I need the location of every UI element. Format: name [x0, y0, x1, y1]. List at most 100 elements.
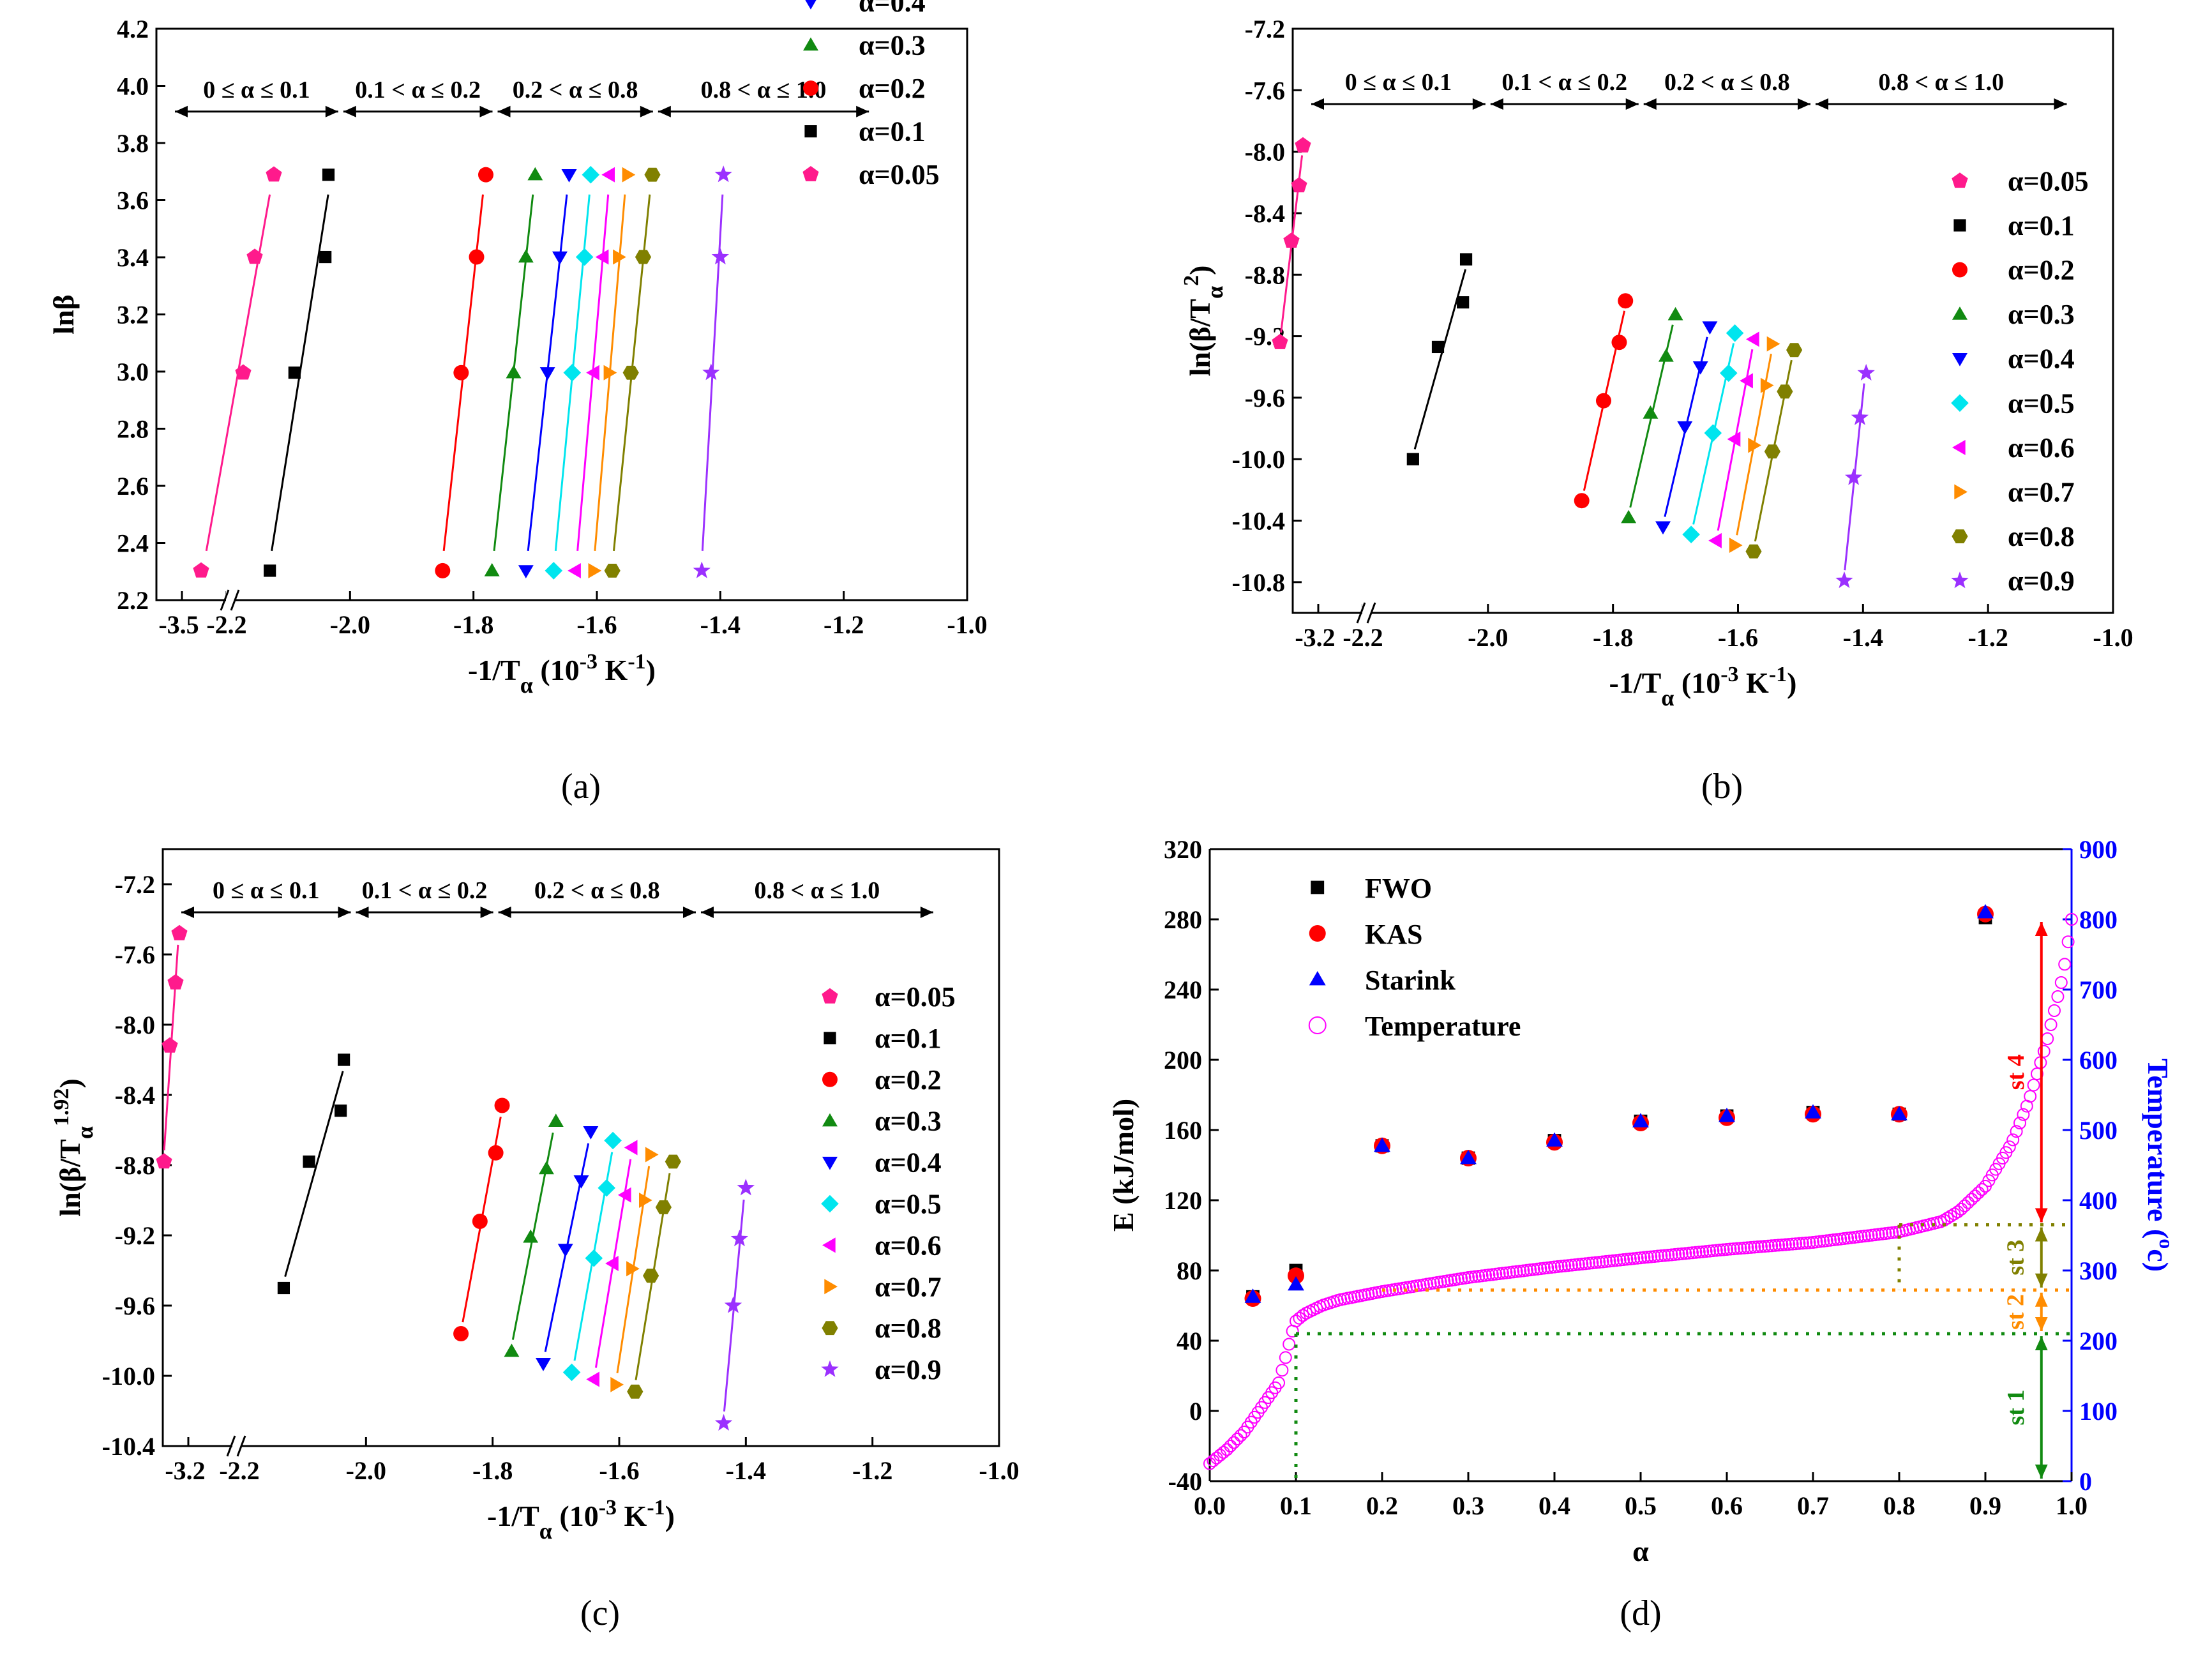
x-tick-label: -2.2	[206, 610, 246, 639]
y-axis-label: E (kJ/mol)	[1107, 1099, 1140, 1232]
y-tick-label: -8.0	[1245, 138, 1285, 167]
x-tick-label: -2.0	[1468, 623, 1508, 652]
temperature-point	[1692, 1246, 1706, 1259]
y-tick-label: -8.8	[115, 1151, 155, 1180]
temperature-point	[1679, 1247, 1692, 1260]
temperature-point	[1558, 1259, 1572, 1272]
region-arrow-head	[920, 907, 933, 918]
data-point	[1719, 1108, 1735, 1122]
label-part: ln(β/T	[54, 1139, 86, 1216]
region-arrow-head	[1816, 98, 1828, 110]
stage-arrow-head	[2035, 1227, 2048, 1242]
temperature-point	[1651, 1249, 1664, 1263]
y-tick-label: 120	[1164, 1186, 1202, 1215]
x-tick-label: -1.8	[472, 1456, 513, 1485]
region-arrow-head	[1798, 98, 1810, 110]
stage-arrow-head	[2035, 922, 2048, 936]
plot-frame	[162, 848, 1000, 1447]
temperature-point	[2027, 1078, 2040, 1092]
data-point	[639, 1193, 652, 1208]
data-point	[1682, 525, 1700, 543]
label-part: )	[646, 654, 656, 686]
legend-label: α=0.05	[859, 159, 940, 190]
y-tick-label: 320	[1164, 835, 1202, 864]
legend-marker	[803, 37, 818, 51]
x-tick-label: 0.6	[1711, 1491, 1743, 1520]
axis-break-mark	[1356, 602, 1366, 624]
legend-label: α=0.1	[2008, 210, 2075, 241]
x-axis-label: α	[1632, 1535, 1649, 1567]
data-point	[1835, 571, 1853, 589]
label-part: -3	[599, 1496, 617, 1519]
stage-label: st 1	[2003, 1390, 2029, 1426]
temperature-point	[1941, 1212, 1954, 1225]
y-tick-label: 2.4	[117, 529, 149, 558]
legend-label: α=0.4	[2008, 343, 2075, 375]
temperature-point	[1744, 1240, 1757, 1254]
temperature-point	[1234, 1429, 1247, 1442]
x-tick-label: 1.0	[2056, 1491, 2088, 1520]
y-tick-label: 3.6	[117, 186, 149, 215]
data-point	[1574, 493, 1590, 509]
legend-marker	[1952, 529, 1968, 543]
data-point	[1611, 335, 1627, 350]
temperature-point	[1296, 1309, 1309, 1322]
x-tick-label: -1.6	[599, 1456, 639, 1485]
temperature-point	[1610, 1254, 1623, 1267]
stage-arrow-head	[2035, 1465, 2048, 1479]
region-arrow-head	[700, 907, 714, 918]
y-tick-label: 3.8	[117, 129, 149, 158]
temperature-point	[2048, 1004, 2061, 1017]
data-point	[702, 363, 720, 381]
series-α=0.7: α=0.7	[610, 1147, 942, 1392]
data-point	[539, 367, 555, 381]
label-part: )	[665, 1500, 675, 1532]
temperature-point	[2006, 1133, 2020, 1147]
y-tick-label: -8.4	[115, 1081, 155, 1110]
legend-marker	[822, 1237, 836, 1253]
data-point	[1658, 348, 1674, 362]
data-point	[1727, 432, 1741, 447]
temperature-point	[1665, 1248, 1678, 1262]
y-tick-label: -9.6	[115, 1292, 155, 1320]
temperature-point	[1589, 1256, 1602, 1269]
temperature-point	[1217, 1445, 1230, 1459]
label-part: -3	[580, 650, 598, 674]
y-axis-label: ln(β/Tα2)	[1180, 266, 1228, 377]
temperature-point	[1617, 1253, 1630, 1267]
legend-marker	[802, 166, 819, 181]
data-point	[1766, 336, 1780, 352]
x-tick-label: -2.0	[346, 1456, 386, 1485]
data-point	[319, 250, 332, 264]
x-axis-label: -1/Tα (10-3 K-1)	[1609, 663, 1797, 711]
data-point	[1777, 384, 1793, 399]
temperature-point	[1655, 1249, 1668, 1263]
region-arrow-head	[1490, 98, 1503, 110]
region-arrow-head	[325, 105, 338, 117]
temperature-point	[1713, 1244, 1727, 1257]
data-point	[494, 1097, 510, 1113]
fit-line	[284, 1071, 344, 1277]
temperature-point	[1955, 1202, 1968, 1216]
data-point	[588, 563, 602, 578]
legend-marker	[803, 80, 818, 96]
legend-marker	[824, 1032, 836, 1044]
temperature-point	[2044, 1018, 2058, 1031]
label-part: (10	[552, 1500, 599, 1532]
data-point	[518, 249, 534, 263]
y-tick-label: 2.8	[117, 415, 149, 444]
panel-a: 2.2 2.4 2.6 2.8 3.0 3.2 3.4 3.6 3.8 4.0 4.2 -2.2 -2.…	[47, 0, 988, 806]
y-tick-label: -10.8	[1232, 568, 1285, 597]
data-point	[1655, 521, 1671, 535]
series-α=0.5: α=0.5	[545, 165, 600, 580]
temperature-point	[1699, 1245, 1713, 1258]
legend-label: α=0.4	[859, 0, 926, 18]
panel-c: -10.4 -10.0 -9.6 -9.2 -8.8 -8.4 -8.0 -7.6 -7.2 -2…	[50, 848, 1019, 1633]
data-point	[1857, 364, 1875, 381]
temperature-point	[1658, 1249, 1671, 1262]
data-point	[693, 561, 711, 578]
temperature-point	[1796, 1237, 1809, 1250]
temperature-point	[2061, 935, 2075, 949]
region-arrow-head	[856, 105, 869, 117]
